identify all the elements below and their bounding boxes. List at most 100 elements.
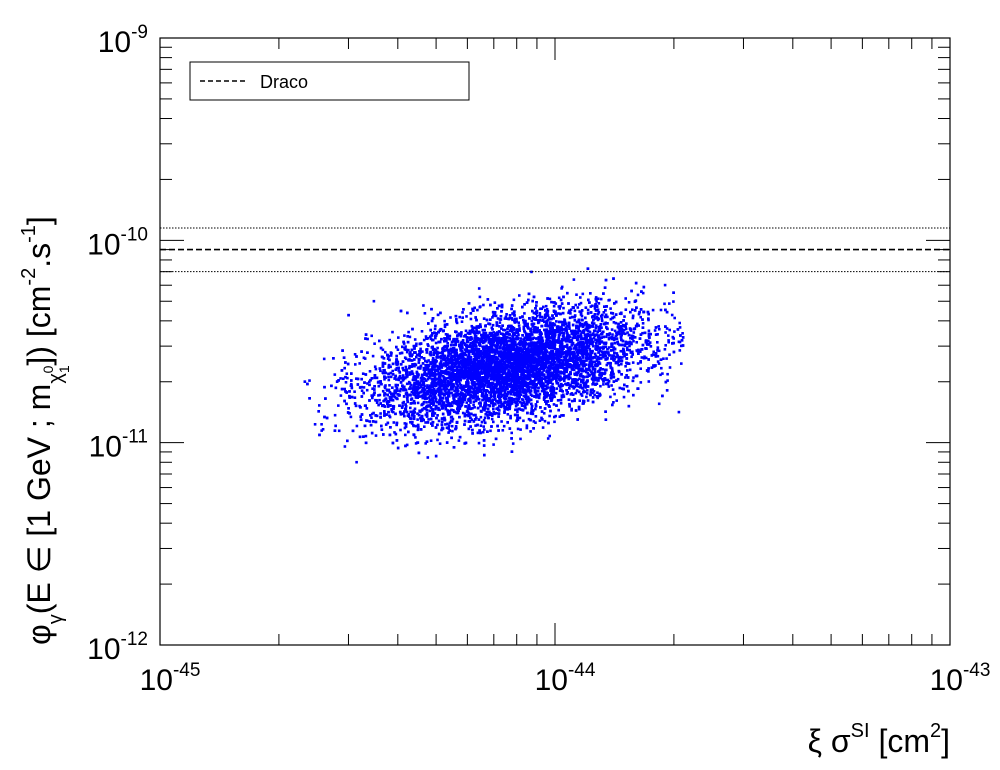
scatter-point (337, 404, 340, 407)
scatter-point (636, 362, 640, 365)
scatter-point (562, 306, 565, 310)
scatter-point (555, 387, 558, 390)
scatter-point (403, 334, 406, 337)
scatter-point (322, 357, 326, 361)
scatter-point (546, 366, 549, 369)
scatter-point (565, 331, 569, 335)
scatter-point (501, 429, 505, 432)
scatter-point (603, 350, 606, 354)
scatter-point (397, 336, 400, 339)
scatter-point (581, 364, 585, 368)
scatter-point (403, 385, 406, 389)
scatter-point (570, 357, 573, 360)
scatter-point (576, 331, 580, 335)
scatter-point (617, 356, 621, 360)
scatter-point (497, 378, 501, 382)
scatter-point (424, 442, 427, 445)
scatter-point (471, 428, 474, 432)
scatter-point (577, 303, 581, 306)
scatter-point (569, 312, 572, 315)
scatter-point (407, 330, 410, 334)
scatter-point (519, 428, 522, 431)
scatter-point (492, 410, 495, 414)
scatter-point (541, 426, 545, 429)
scatter-point (609, 395, 612, 399)
scatter-point (491, 323, 495, 327)
scatter-point (510, 396, 513, 400)
scatter-point (488, 391, 491, 394)
scatter-point (626, 331, 629, 334)
scatter-point (420, 330, 424, 333)
scatter-point (477, 287, 481, 290)
scatter-point (379, 369, 382, 373)
scatter-point (670, 313, 674, 317)
scatter-point (494, 352, 497, 355)
scatter-point (598, 372, 602, 375)
scatter-point (535, 393, 538, 396)
scatter-point (513, 351, 517, 355)
scatter-point (485, 344, 488, 348)
scatter-point (488, 404, 492, 408)
scatter-point (371, 396, 374, 400)
scatter-point (583, 359, 586, 363)
scatter-point (527, 417, 531, 421)
scatter-point (590, 351, 594, 355)
scatter-point (387, 366, 390, 369)
scatter-point (592, 322, 596, 325)
scatter-point (414, 436, 417, 439)
scatter-point (559, 304, 562, 308)
scatter-point (516, 331, 520, 335)
scatter-point (431, 359, 435, 362)
scatter-point (597, 334, 600, 337)
scatter-point (378, 393, 382, 397)
scatter-point (572, 387, 575, 390)
scatter-point (508, 343, 512, 347)
scatter-point (678, 349, 682, 352)
scatter-point (509, 358, 513, 362)
scatter-point (402, 342, 406, 345)
scatter-point (498, 371, 501, 375)
scatter-point (616, 377, 620, 381)
scatter-point (474, 413, 477, 417)
scatter-point (648, 341, 652, 344)
scatter-point (479, 424, 483, 427)
scatter-point (657, 349, 661, 353)
scatter-point (444, 384, 448, 387)
scatter-point (484, 421, 487, 425)
scatter-point (530, 319, 534, 323)
scatter-point (668, 366, 672, 369)
scatter-point (656, 354, 660, 358)
scatter-point (555, 320, 558, 323)
scatter-point (637, 312, 641, 316)
scatter-point (337, 429, 341, 433)
scatter-point (313, 423, 317, 426)
scatter-point (662, 357, 665, 360)
scatter-point (663, 302, 666, 306)
scatter-point (421, 350, 424, 353)
scatter-point (434, 341, 438, 345)
scatter-point (610, 384, 613, 387)
scatter-point (639, 381, 643, 384)
scatter-point (578, 399, 582, 402)
scatter-point (459, 386, 462, 390)
scatter-point (605, 382, 608, 386)
scatter-point (626, 369, 629, 372)
scatter-point (574, 391, 578, 395)
scatter-point (562, 395, 566, 398)
scatter-point (411, 401, 414, 405)
scatter-point (582, 391, 585, 394)
scatter-point (602, 311, 606, 314)
scatter-point (438, 442, 442, 445)
scatter-point (658, 327, 661, 331)
scatter-point (498, 321, 502, 324)
scatter-point (469, 335, 473, 339)
scatter-point (388, 384, 391, 387)
scatter-point (579, 360, 582, 363)
scatter-point (641, 291, 645, 295)
scatter-point (613, 392, 616, 396)
scatter-point (562, 347, 565, 350)
scatter-point (607, 385, 611, 388)
scatter-point (615, 352, 619, 355)
scatter-point (563, 370, 566, 373)
scatter-point (392, 410, 395, 414)
